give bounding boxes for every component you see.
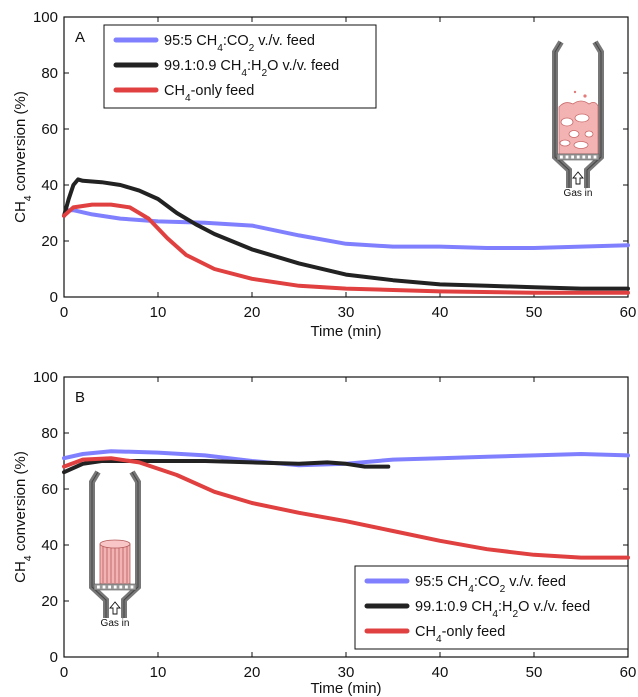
y-tick-label: 40 <box>41 537 58 554</box>
distributor-hole <box>588 155 591 159</box>
reactor-wall-right-edge <box>586 41 602 188</box>
series-line-2 <box>62 177 630 291</box>
particle <box>573 90 577 94</box>
y-tick-label: 0 <box>50 289 58 306</box>
legend-entry-2: 99.1:0.9 CH4:H2O v./v. feed <box>415 599 590 620</box>
chart-panel-b: 0 10 20 30 40 50 60 0 20 40 60 80 100 Time (min) CH4 c… <box>12 369 636 697</box>
y-tick-label: 20 <box>41 593 58 610</box>
y-tick-label: 40 <box>41 177 58 194</box>
y-tick-label: 100 <box>33 9 58 26</box>
x-tick-label: 30 <box>338 664 355 681</box>
y-tick-label: 60 <box>41 481 58 498</box>
legend: 95:5 CH4:CO2 v./v. feed 99.1:0.9 CH4:H2O … <box>354 565 629 650</box>
reactor-wall-left-edge <box>554 41 570 188</box>
legend-entry-3: CH4-only feed <box>415 624 505 645</box>
x-tick-label: 40 <box>432 304 449 321</box>
distributor-hole <box>97 585 100 589</box>
distributor-hole <box>119 585 123 589</box>
distributor-hole <box>130 585 134 589</box>
x-tick-label: 50 <box>526 304 543 321</box>
particle <box>583 94 587 98</box>
legend-entry-2: 99.1:0.9 CH4:H2O v./v. feed <box>164 58 339 79</box>
x-tick-label: 40 <box>432 664 449 681</box>
distributor-hole <box>571 155 574 159</box>
x-tick-label: 10 <box>150 664 167 681</box>
x-tick-label: 50 <box>526 664 543 681</box>
legend: 95:5 CH4:CO2 v./v. feed 99.1:0.9 CH4:H2O … <box>103 24 377 109</box>
series-line-3 <box>62 456 630 560</box>
y-tick-label: 0 <box>50 649 58 666</box>
panel-letter: B <box>75 389 85 406</box>
x-tick-label: 60 <box>620 304 637 321</box>
bubble-1 <box>560 117 574 127</box>
chart-panel-a: 0 10 20 30 40 50 60 0 20 40 60 80 100 Time (min) CH4 c… <box>12 9 636 340</box>
distributor-hole <box>565 155 569 159</box>
series-line-1 <box>62 208 630 250</box>
monolith-top <box>99 539 131 549</box>
legend-entry-1: 95:5 CH4:CO2 v./v. feed <box>415 574 566 595</box>
reactor-wall-right-edge <box>123 471 139 618</box>
bubble-4 <box>584 130 594 138</box>
y-tick-label: 100 <box>33 369 58 386</box>
x-tick-label: 0 <box>60 664 68 681</box>
distributor-hole <box>576 155 580 159</box>
distributor-hole <box>113 585 117 589</box>
distributor-hole <box>125 585 128 589</box>
distributor-hole <box>582 155 586 159</box>
y-tick-label: 60 <box>41 121 58 138</box>
x-axis-title: Time (min) <box>310 323 381 340</box>
x-tick-label: 60 <box>620 664 637 681</box>
reactor-inset: Gas in <box>552 40 604 199</box>
distributor-hole <box>102 585 106 589</box>
reactor-inset: Gas in <box>89 470 141 629</box>
x-tick-label: 20 <box>244 664 261 681</box>
distributor-hole <box>108 585 111 589</box>
gas-inlet-arrow-icon <box>109 601 121 615</box>
bubble-2 <box>574 113 590 123</box>
gas-in-label: Gas in <box>101 618 130 629</box>
distributor-hole <box>593 155 597 159</box>
legend-entry-1: 95:5 CH4:CO2 v./v. feed <box>164 33 315 54</box>
gas-inlet-arrow-icon <box>572 171 584 185</box>
x-tick-label: 30 <box>338 304 355 321</box>
gas-in-label: Gas in <box>564 188 593 199</box>
y-tick-label: 20 <box>41 233 58 250</box>
bubble-5 <box>559 139 571 147</box>
y-axis-title: CH4 conversion (%) <box>12 91 34 223</box>
x-tick-label: 10 <box>150 304 167 321</box>
panel-letter: A <box>75 29 85 46</box>
y-axis-title: CH4 conversion (%) <box>12 451 34 583</box>
series-line-3 <box>62 202 630 295</box>
bubble-3 <box>568 130 580 138</box>
series-line-2 <box>62 459 391 475</box>
legend-entry-3: CH4-only feed <box>164 83 254 104</box>
x-tick-label: 0 <box>60 304 68 321</box>
distributor-hole <box>560 155 563 159</box>
bubble-6 <box>573 141 589 149</box>
x-tick-label: 20 <box>244 304 261 321</box>
x-axis-title: Time (min) <box>310 680 381 697</box>
reactor-wall-left-edge <box>91 471 107 618</box>
y-tick-label: 80 <box>41 65 58 82</box>
y-tick-label: 80 <box>41 425 58 442</box>
